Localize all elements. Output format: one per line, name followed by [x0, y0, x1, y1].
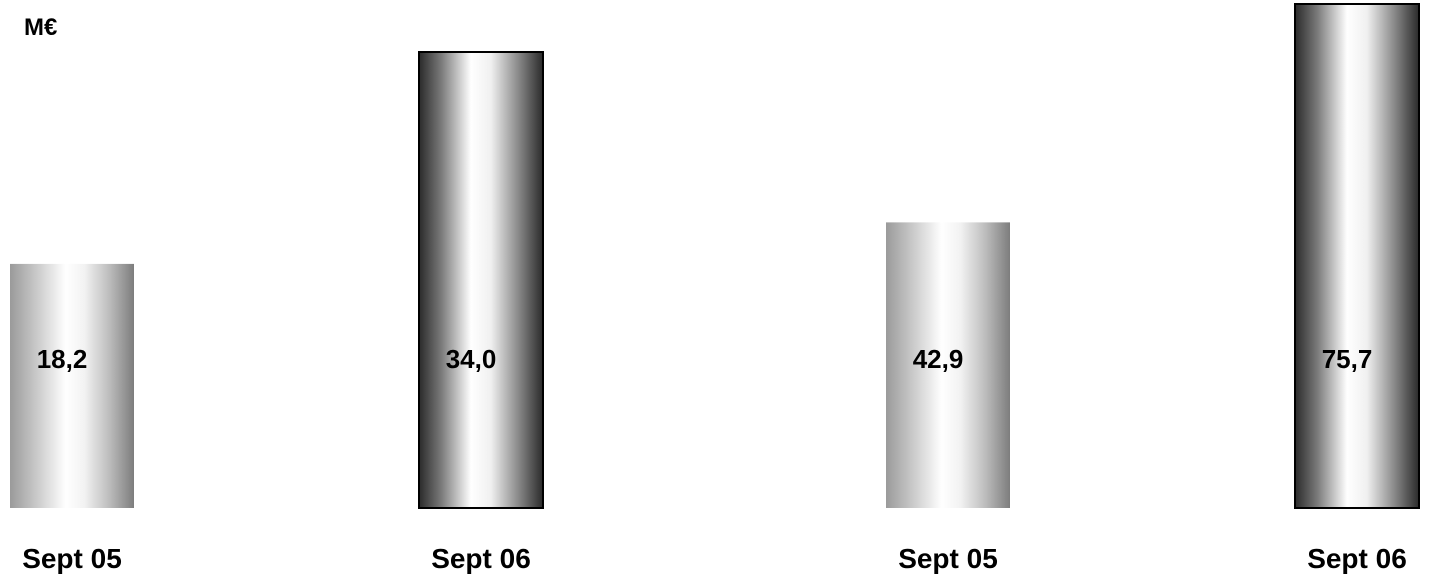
value-label-3: 42,9 [913, 344, 964, 374]
unit-label: M€ [24, 14, 58, 41]
value-label-1: 18,2 [37, 344, 88, 374]
category-label-1: Sept 05 [22, 543, 122, 574]
category-label-4: Sept 06 [1307, 543, 1407, 574]
bar-3 [886, 222, 1010, 508]
category-label-2: Sept 06 [431, 543, 531, 574]
category-label-3: Sept 05 [898, 543, 998, 574]
bar-4 [1294, 3, 1420, 509]
bar-2 [418, 51, 544, 509]
bar-1 [10, 263, 134, 508]
value-label-2: 34,0 [446, 344, 497, 374]
value-label-4: 75,7 [1322, 344, 1373, 374]
